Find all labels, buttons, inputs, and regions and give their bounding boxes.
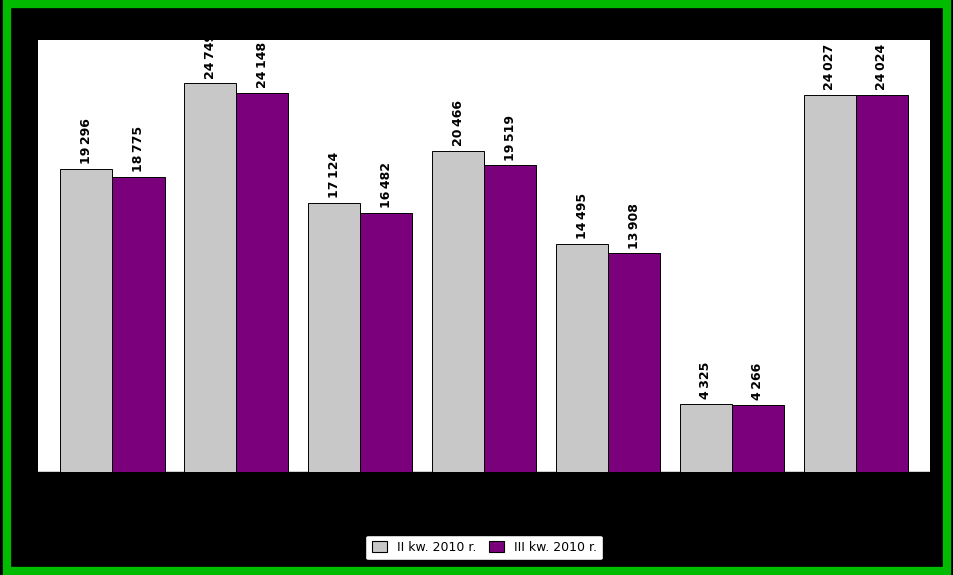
Text: 16 482: 16 482 [379,162,393,208]
Bar [236,93,288,471]
Bar [432,151,483,472]
Text: 20 466: 20 466 [451,100,464,146]
Text: 17 124: 17 124 [328,152,340,198]
Bar [803,95,855,471]
Bar [731,405,783,471]
Text: 14 495: 14 495 [575,193,588,239]
Bar [184,83,236,471]
Text: 4 266: 4 266 [751,363,763,400]
Bar [60,169,112,472]
Bar [855,95,907,471]
Legend: II kw. 2010 r., III kw. 2010 r.: II kw. 2010 r., III kw. 2010 r. [365,535,602,560]
Bar [607,254,659,472]
Text: 13 908: 13 908 [627,203,639,249]
Text: 24 024: 24 024 [875,44,887,90]
Text: 18 775: 18 775 [132,126,145,172]
Bar [556,244,607,472]
Bar [679,404,731,472]
Bar [308,203,360,472]
Bar [360,213,412,472]
Text: 19 519: 19 519 [503,114,517,160]
Text: 19 296: 19 296 [80,118,92,164]
Bar [483,166,536,472]
Text: 24 148: 24 148 [255,42,269,88]
Text: 24 027: 24 027 [822,44,836,90]
Text: 4 325: 4 325 [699,362,712,399]
Bar [112,177,164,472]
Text: 24 749: 24 749 [204,33,216,79]
